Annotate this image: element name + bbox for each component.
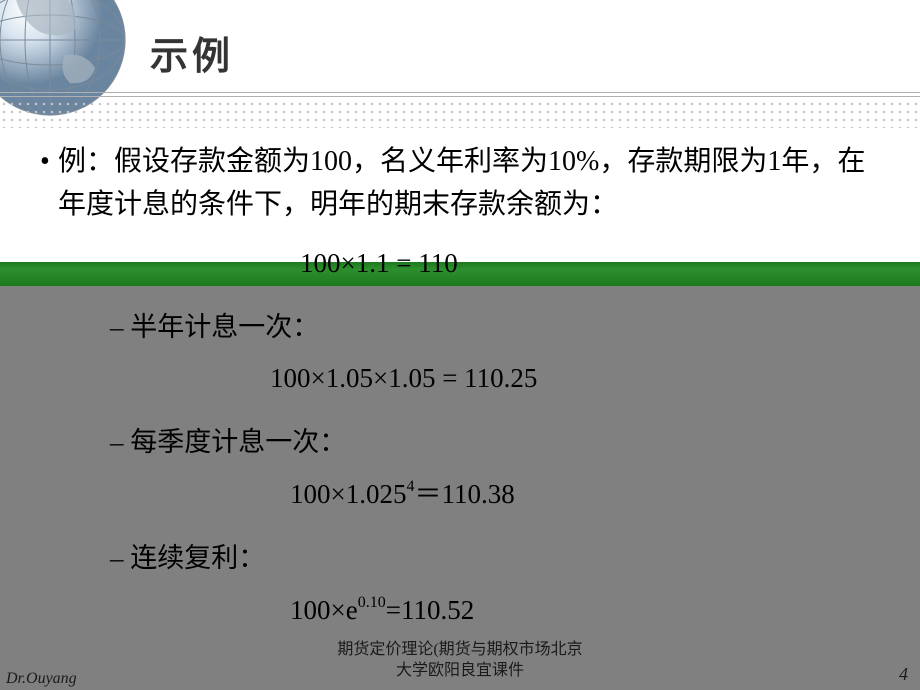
formula-continuous: 100×e0.10=110.52 [290, 590, 880, 632]
bullet-icon: • [40, 140, 58, 227]
page-number: 4 [899, 664, 908, 685]
slide-title: 示例 [150, 25, 234, 80]
formula3-rest: ＝110.38 [414, 479, 514, 509]
sub-quarterly: – 每季度计息一次： [110, 422, 880, 464]
main-bullet-text: 例：假设存款金额为100，名义年利率为10%，存款期限为1年，在年度计息的条件下… [58, 140, 880, 227]
formula3-base: 100×1.025 [290, 479, 406, 509]
formula4-rest: =110.52 [386, 595, 474, 625]
divider [0, 92, 920, 128]
footer-line1: 期货定价理论(期货与期权市场北京 [337, 640, 582, 661]
formula4-exp: 0.10 [358, 594, 386, 611]
formula-semiannual: 100×1.05×1.05 = 110.25 [270, 358, 880, 400]
footer-center: 期货定价理论(期货与期权市场北京 大学欧阳良宜课件 [337, 640, 582, 682]
main-bullet: • 例：假设存款金额为100，名义年利率为10%，存款期限为1年，在年度计息的条… [40, 140, 880, 227]
formula-quarterly: 100×1.0254＝110.38 [290, 474, 880, 516]
sub-semiannual: – 半年计息一次： [110, 307, 880, 349]
formula4-base: 100×e [290, 595, 358, 625]
formula-annual: 100×1.1 = 110 [300, 243, 880, 285]
slide-content: • 例：假设存款金额为100，名义年利率为10%，存款期限为1年，在年度计息的条… [40, 140, 880, 632]
formula3-exp: 4 [406, 478, 414, 495]
footer-line2: 大学欧阳良宜课件 [337, 661, 582, 682]
sub-continuous: – 连续复利： [110, 538, 880, 580]
footer-author: Dr.Ouyang [6, 670, 77, 688]
